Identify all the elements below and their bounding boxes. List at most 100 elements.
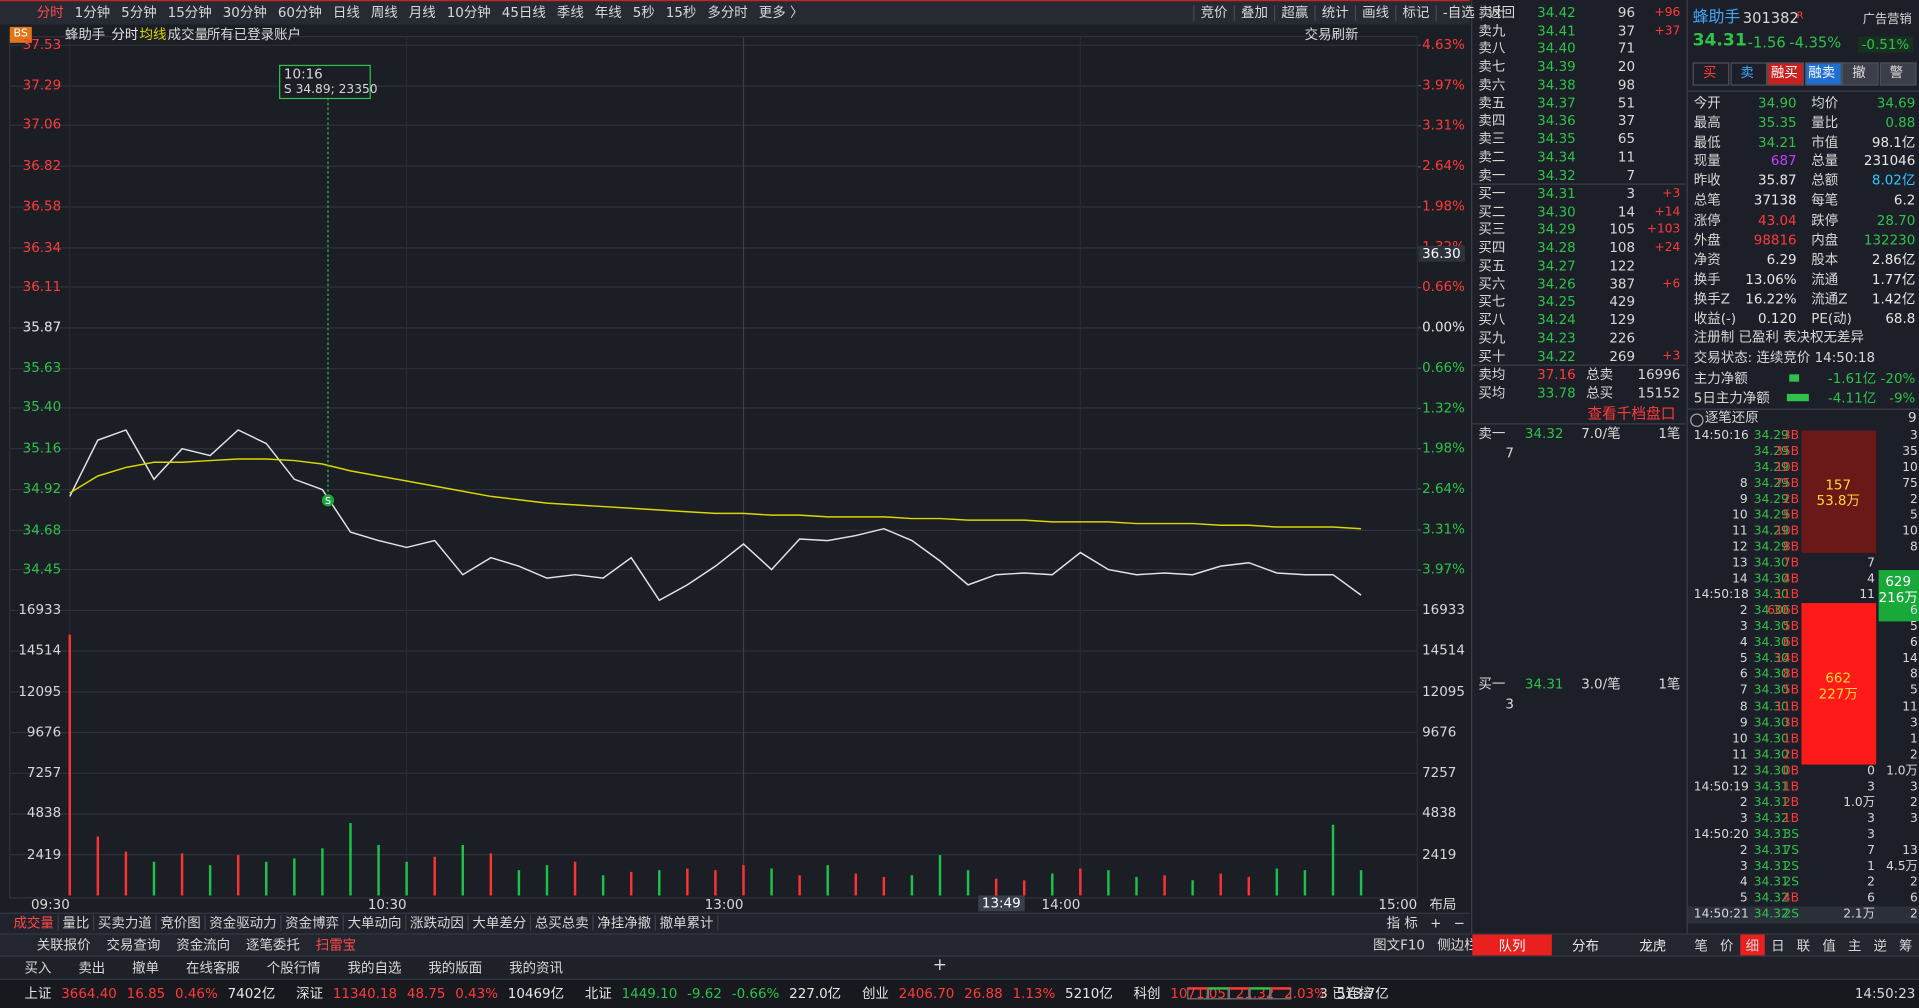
tab[interactable]: 45日线 [501,4,546,21]
index-price: 3664.40 [61,985,117,1002]
tick-seq: 14:50:21 [1693,907,1749,922]
tab[interactable]: 多分时 [707,4,748,21]
tab[interactable]: 关联报价 [36,937,91,953]
refresh-button[interactable]: 交易刷新 [1304,26,1359,43]
tab[interactable]: 侧边栏 [1437,937,1478,953]
tool-button[interactable]: − [1453,915,1465,931]
trade-button[interactable]: 撤 [1852,64,1866,81]
trade-button[interactable]: 卖 [1740,64,1754,81]
tab[interactable]: 成交量 [10,915,59,931]
tab[interactable]: 扫雷宝 [315,937,357,953]
tick-amount: 5 [1909,620,1918,635]
tab[interactable]: 月线 [408,4,436,21]
tab[interactable]: 净挂净撤 [594,915,656,931]
tab[interactable]: 10分钟 [446,4,491,21]
tick-amount: 1.0万 [1886,764,1918,778]
add-button[interactable]: + [932,955,947,975]
tick-amount: 2 [1909,795,1918,810]
tab[interactable]: 买入 [24,960,52,977]
trade-button[interactable]: 融买 [1770,64,1798,81]
y-tick-label: 35.63 [22,360,62,377]
detail-tab[interactable]: 细 [1745,938,1760,955]
tool-button[interactable]: 返回 [1480,4,1521,21]
layout-button[interactable]: 布局 [1429,896,1457,913]
tab[interactable]: 撤单 [132,960,160,977]
tool-button[interactable]: 竞价 [1193,4,1233,21]
detail-tab[interactable]: 主 [1847,938,1862,955]
panel-tab[interactable]: 队列 [1498,938,1526,955]
tick-seq: 2 [1739,843,1748,858]
detail-tab[interactable]: 笔 [1694,938,1708,955]
tick-amount: 6 [1909,604,1918,619]
tab[interactable]: 周线 [370,4,398,21]
tab[interactable]: 竞价图 [157,915,206,931]
stat-value: 231046 [1863,153,1916,170]
tab[interactable]: 我的资讯 [509,960,563,977]
tab[interactable]: 在线客服 [186,960,240,977]
row-highlight [1687,906,1919,924]
trade-button[interactable]: 警 [1889,64,1904,81]
trade-button[interactable]: 融卖 [1808,64,1836,81]
tab[interactable]: 年线 [594,4,622,21]
volume-bar [517,870,521,896]
tab[interactable]: 逐笔委托 [245,937,300,953]
tab[interactable]: 分时 [36,4,64,21]
detail-tab[interactable]: 日 [1771,938,1785,955]
stat-value: 16.22% [1745,291,1797,308]
tab[interactable]: 图文F10 [1373,937,1425,953]
detail-tab[interactable]: 筹 [1899,938,1913,955]
tab[interactable]: 15秒 [665,4,697,21]
detail-tab[interactable]: 逆 [1873,938,1887,955]
tab[interactable]: 资金博弈 [281,915,344,931]
tab[interactable]: 30分钟 [222,4,267,21]
tab[interactable]: 卖出 [78,960,106,977]
tick-seq: 3 [1739,811,1748,826]
level-price: 34.39 [1537,58,1576,75]
depth-link[interactable]: 查看千档盘口 [1587,404,1676,423]
tool-button[interactable]: 叠加 [1233,4,1274,21]
tab[interactable]: 撤单累计 [656,915,719,931]
tab[interactable]: 总买总卖 [531,915,594,931]
tab[interactable]: 15分钟 [167,4,212,21]
tool-button[interactable]: 指 标 [1386,915,1418,931]
clock: 14:50:23 [1854,985,1916,1002]
tab[interactable]: 交易查询 [106,937,161,953]
tab[interactable]: 涨跌动因 [406,915,469,931]
tab[interactable]: 资金驱动力 [206,915,282,931]
tab[interactable]: 5分钟 [121,4,157,21]
index-price: 1071.05 [1170,985,1226,1002]
tick-price: 34.30 [1753,668,1789,682]
queue-count: 1笔 [1658,676,1681,693]
tool-button[interactable]: 超赢 [1274,4,1314,21]
tab[interactable]: 1分钟 [74,4,111,21]
summary-label: 卖均 [1478,366,1506,383]
panel-tab[interactable]: 龙虎 [1639,938,1667,955]
tool-button[interactable]: 统计 [1314,4,1354,21]
tab[interactable]: 5秒 [632,4,655,21]
tab[interactable]: 大单差分 [469,915,532,931]
tab[interactable]: 量比 [59,915,95,931]
trade-button[interactable]: 买 [1702,64,1717,81]
tab[interactable]: 我的自选 [347,960,402,977]
tab[interactable]: 季线 [556,4,584,21]
detail-tab[interactable]: 价 [1719,938,1734,955]
tool-button[interactable]: 标记 [1395,4,1435,21]
tab[interactable]: 资金流向 [176,937,231,953]
tab[interactable]: 个股行情 [266,960,321,977]
tick-aggregate: 1 [1867,859,1875,874]
volume-tick-label: 9676 [26,724,62,740]
detail-tab[interactable]: 联 [1796,938,1811,955]
stat-label: PE(动) [1811,310,1852,327]
tab[interactable]: 我的版面 [428,960,483,977]
tab[interactable]: 大单动向 [344,915,407,931]
panel-tab[interactable]: 分布 [1572,938,1599,955]
tab[interactable]: 60分钟 [277,4,322,21]
tool-button[interactable]: + [1430,915,1442,931]
stat-label: 涨停 [1693,212,1721,229]
tab[interactable]: 买卖力道 [94,915,157,931]
tool-button[interactable]: 画线 [1354,4,1395,21]
tab[interactable]: 日线 [332,4,360,21]
tab[interactable]: 更多 〉 [758,4,804,21]
detail-tab[interactable]: 值 [1822,938,1836,955]
tool-button[interactable]: -自选 [1435,4,1481,21]
